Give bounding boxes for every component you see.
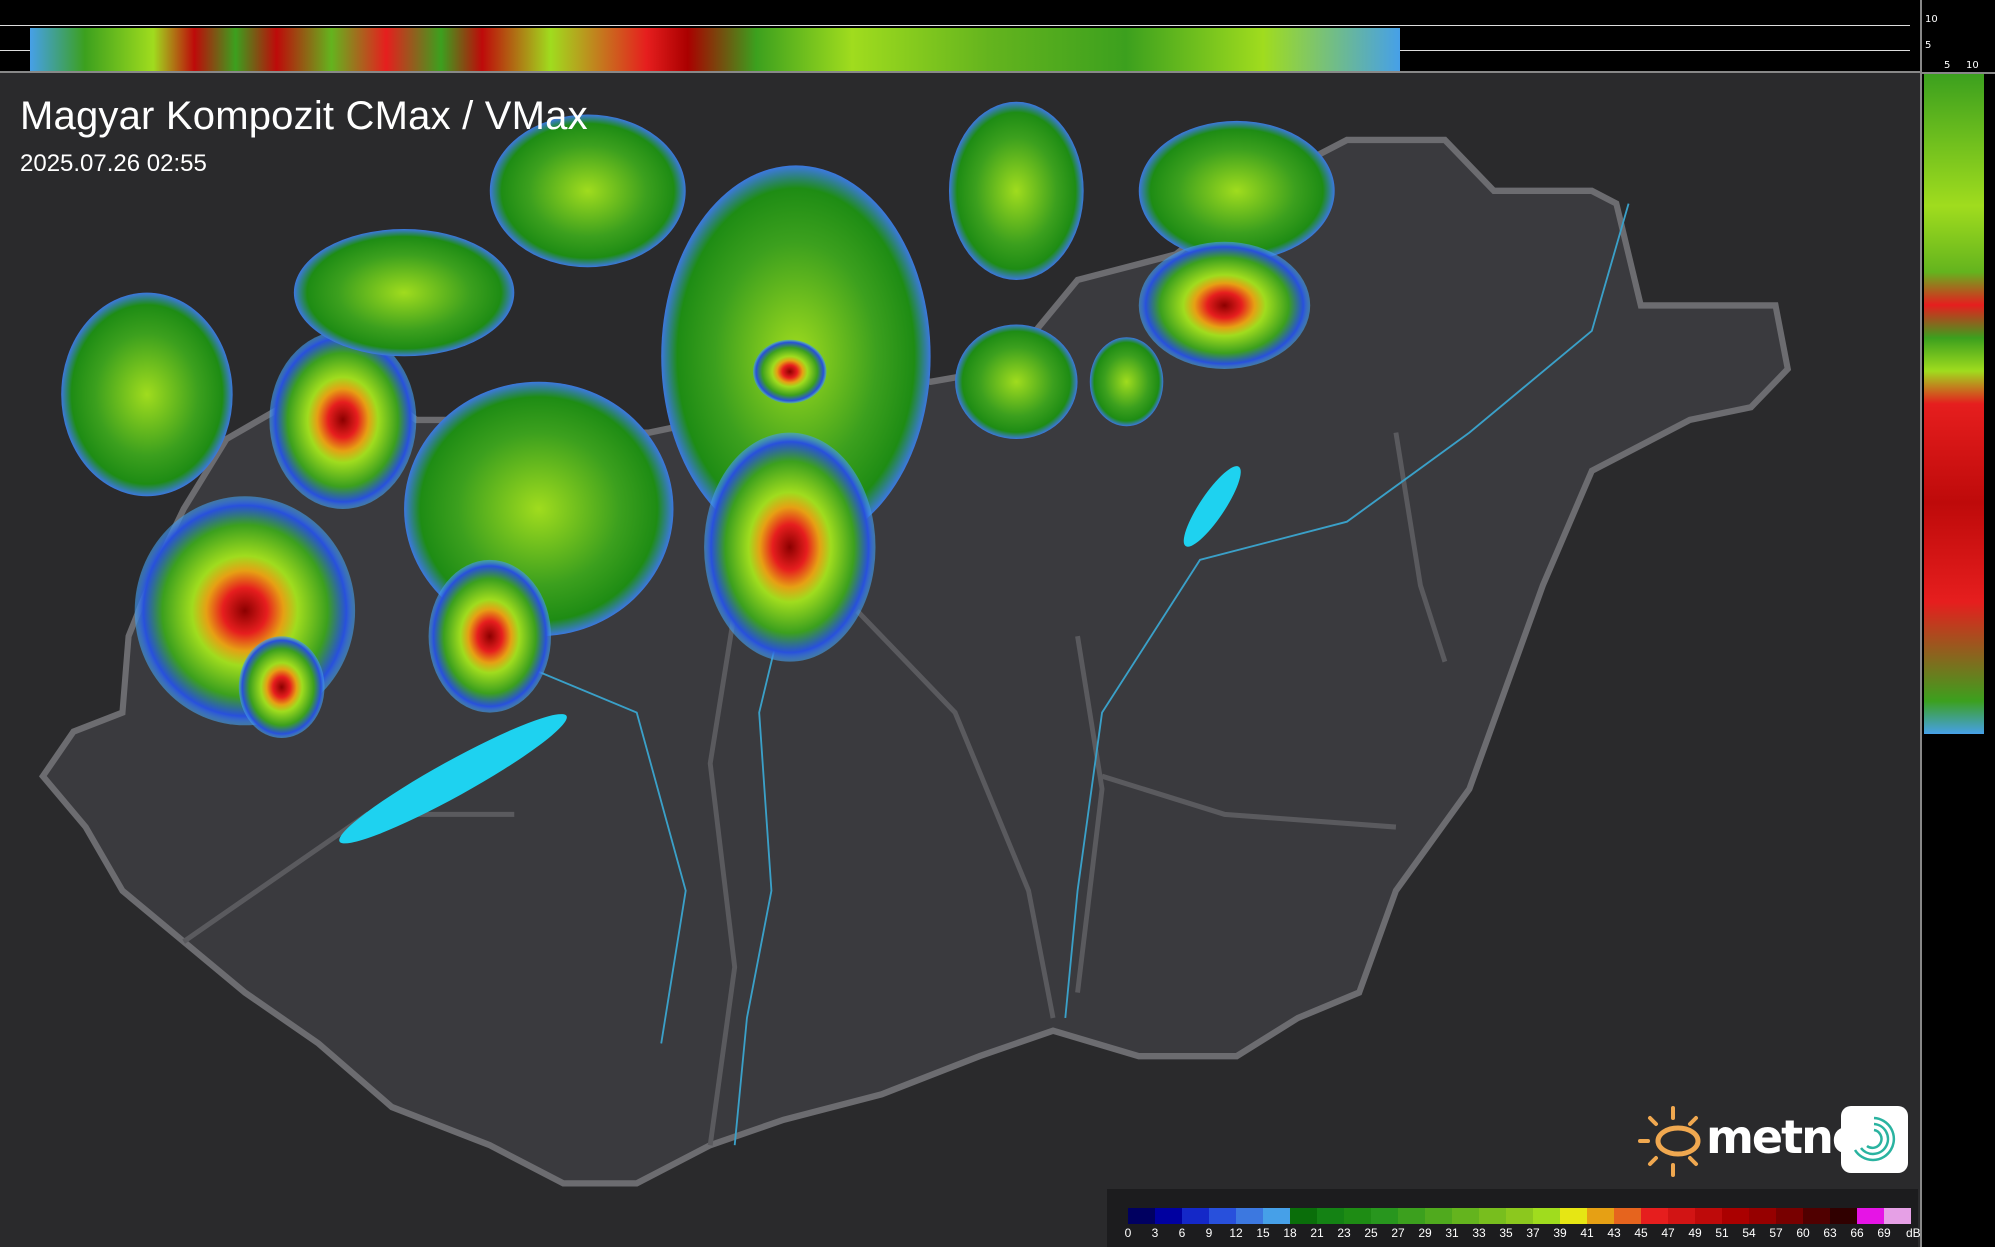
- legend-label: 31: [1445, 1226, 1459, 1240]
- side-tick-5: 5: [1944, 60, 1951, 71]
- legend-swatch: [1344, 1208, 1371, 1224]
- legend-swatch: [1182, 1208, 1209, 1224]
- legend-label: 15: [1256, 1226, 1270, 1240]
- legend-label: 25: [1364, 1226, 1378, 1240]
- legend-swatch: [1263, 1208, 1290, 1224]
- legend-swatch: [1155, 1208, 1182, 1224]
- legend-swatch: [1722, 1208, 1749, 1224]
- legend-labels: 0 3 6 9 12 15 18 21 23 25 27 29 31 33 35 37 39 41 43 45 47 49…: [1124, 1226, 1939, 1242]
- legend-color-bar: [1128, 1208, 1911, 1224]
- top-tick-5: 5: [1925, 40, 1932, 51]
- legend-label: 57: [1769, 1226, 1783, 1240]
- legend-label: 39: [1553, 1226, 1567, 1240]
- legend-swatch: [1884, 1208, 1911, 1224]
- map-canvas: [38, 101, 1792, 1187]
- legend-swatch: [1641, 1208, 1668, 1224]
- metnet-logo: metnet: [1636, 1104, 1911, 1179]
- profile-echoes: [1924, 74, 1984, 734]
- legend-swatch: [1209, 1208, 1236, 1224]
- legend-label: 18: [1283, 1226, 1297, 1240]
- legend-label: 6: [1178, 1226, 1186, 1240]
- legend-label: 29: [1418, 1226, 1432, 1240]
- legend-label: 33: [1472, 1226, 1486, 1240]
- legend-label: 51: [1715, 1226, 1729, 1240]
- swirl-icon: [1853, 1116, 1896, 1162]
- radar-map[interactable]: Magyar Kompozit CMax / VMax 2025.07.26 0…: [0, 0, 1928, 1247]
- strip-divider: [0, 71, 1920, 73]
- app-icon: [1841, 1106, 1908, 1173]
- legend-label: 0: [1124, 1226, 1132, 1240]
- legend-swatch: [1398, 1208, 1425, 1224]
- side-vertical-profile: 10 5 5 10: [1920, 0, 1995, 1247]
- top-vertical-profile: [0, 0, 1920, 73]
- legend-swatch: [1290, 1208, 1317, 1224]
- legend-label: 12: [1229, 1226, 1243, 1240]
- legend-label: 43: [1607, 1226, 1621, 1240]
- legend-label: 41: [1580, 1226, 1594, 1240]
- legend-swatch: [1614, 1208, 1641, 1224]
- legend-swatch: [1587, 1208, 1614, 1224]
- rivers: [513, 203, 1630, 1146]
- map-title: Magyar Kompozit CMax / VMax: [20, 94, 588, 138]
- sun-icon: [1638, 1106, 1701, 1177]
- side-tick-10: 10: [1966, 60, 1979, 71]
- legend-swatch: [1533, 1208, 1560, 1224]
- strip-divider: [1922, 72, 1995, 74]
- legend-swatch: [1749, 1208, 1776, 1224]
- legend-label: 9: [1205, 1226, 1213, 1240]
- profile-echoes: [30, 28, 1400, 71]
- lake-tisza: [1183, 466, 1241, 547]
- legend-label: 27: [1391, 1226, 1405, 1240]
- county-borders: [182, 432, 1448, 1146]
- legend-label: 47: [1661, 1226, 1675, 1240]
- top-tick-10: 10: [1925, 14, 1938, 25]
- legend-swatch: [1830, 1208, 1857, 1224]
- legend-swatch: [1695, 1208, 1722, 1224]
- legend-label: 49: [1688, 1226, 1702, 1240]
- radar-echoes: [61, 101, 1335, 739]
- legend-label: 66: [1850, 1226, 1864, 1240]
- legend-swatch: [1668, 1208, 1695, 1224]
- legend-label: 69: [1877, 1226, 1891, 1240]
- legend-swatch: [1560, 1208, 1587, 1224]
- legend-swatch: [1776, 1208, 1803, 1224]
- legend-label: 23: [1337, 1226, 1351, 1240]
- legend-label: 35: [1499, 1226, 1513, 1240]
- legend-swatch: [1452, 1208, 1479, 1224]
- legend-label: 63: [1823, 1226, 1837, 1240]
- legend-swatch: [1317, 1208, 1344, 1224]
- legend-swatch: [1425, 1208, 1452, 1224]
- legend-label: 21: [1310, 1226, 1324, 1240]
- legend-label: 54: [1742, 1226, 1756, 1240]
- legend-swatch: [1479, 1208, 1506, 1224]
- legend-swatch: [1236, 1208, 1263, 1224]
- legend-swatch: [1371, 1208, 1398, 1224]
- legend-swatch: [1128, 1208, 1155, 1224]
- timestamp: 2025.07.26 02:55: [20, 150, 207, 177]
- legend-label: 45: [1634, 1226, 1648, 1240]
- legend-swatch: [1857, 1208, 1884, 1224]
- legend-label: 60: [1796, 1226, 1810, 1240]
- height-line-10: [0, 25, 1910, 26]
- legend-swatch: [1506, 1208, 1533, 1224]
- color-legend: 0 3 6 9 12 15 18 21 23 25 27 29 31 33 35 37 39 41 43 45 47 49…: [1107, 1189, 1928, 1247]
- lake-balaton: [339, 714, 567, 844]
- legend-label: 37: [1526, 1226, 1540, 1240]
- country-outline: [38, 136, 1792, 1187]
- legend-label: 3: [1151, 1226, 1159, 1240]
- legend-swatch: [1803, 1208, 1830, 1224]
